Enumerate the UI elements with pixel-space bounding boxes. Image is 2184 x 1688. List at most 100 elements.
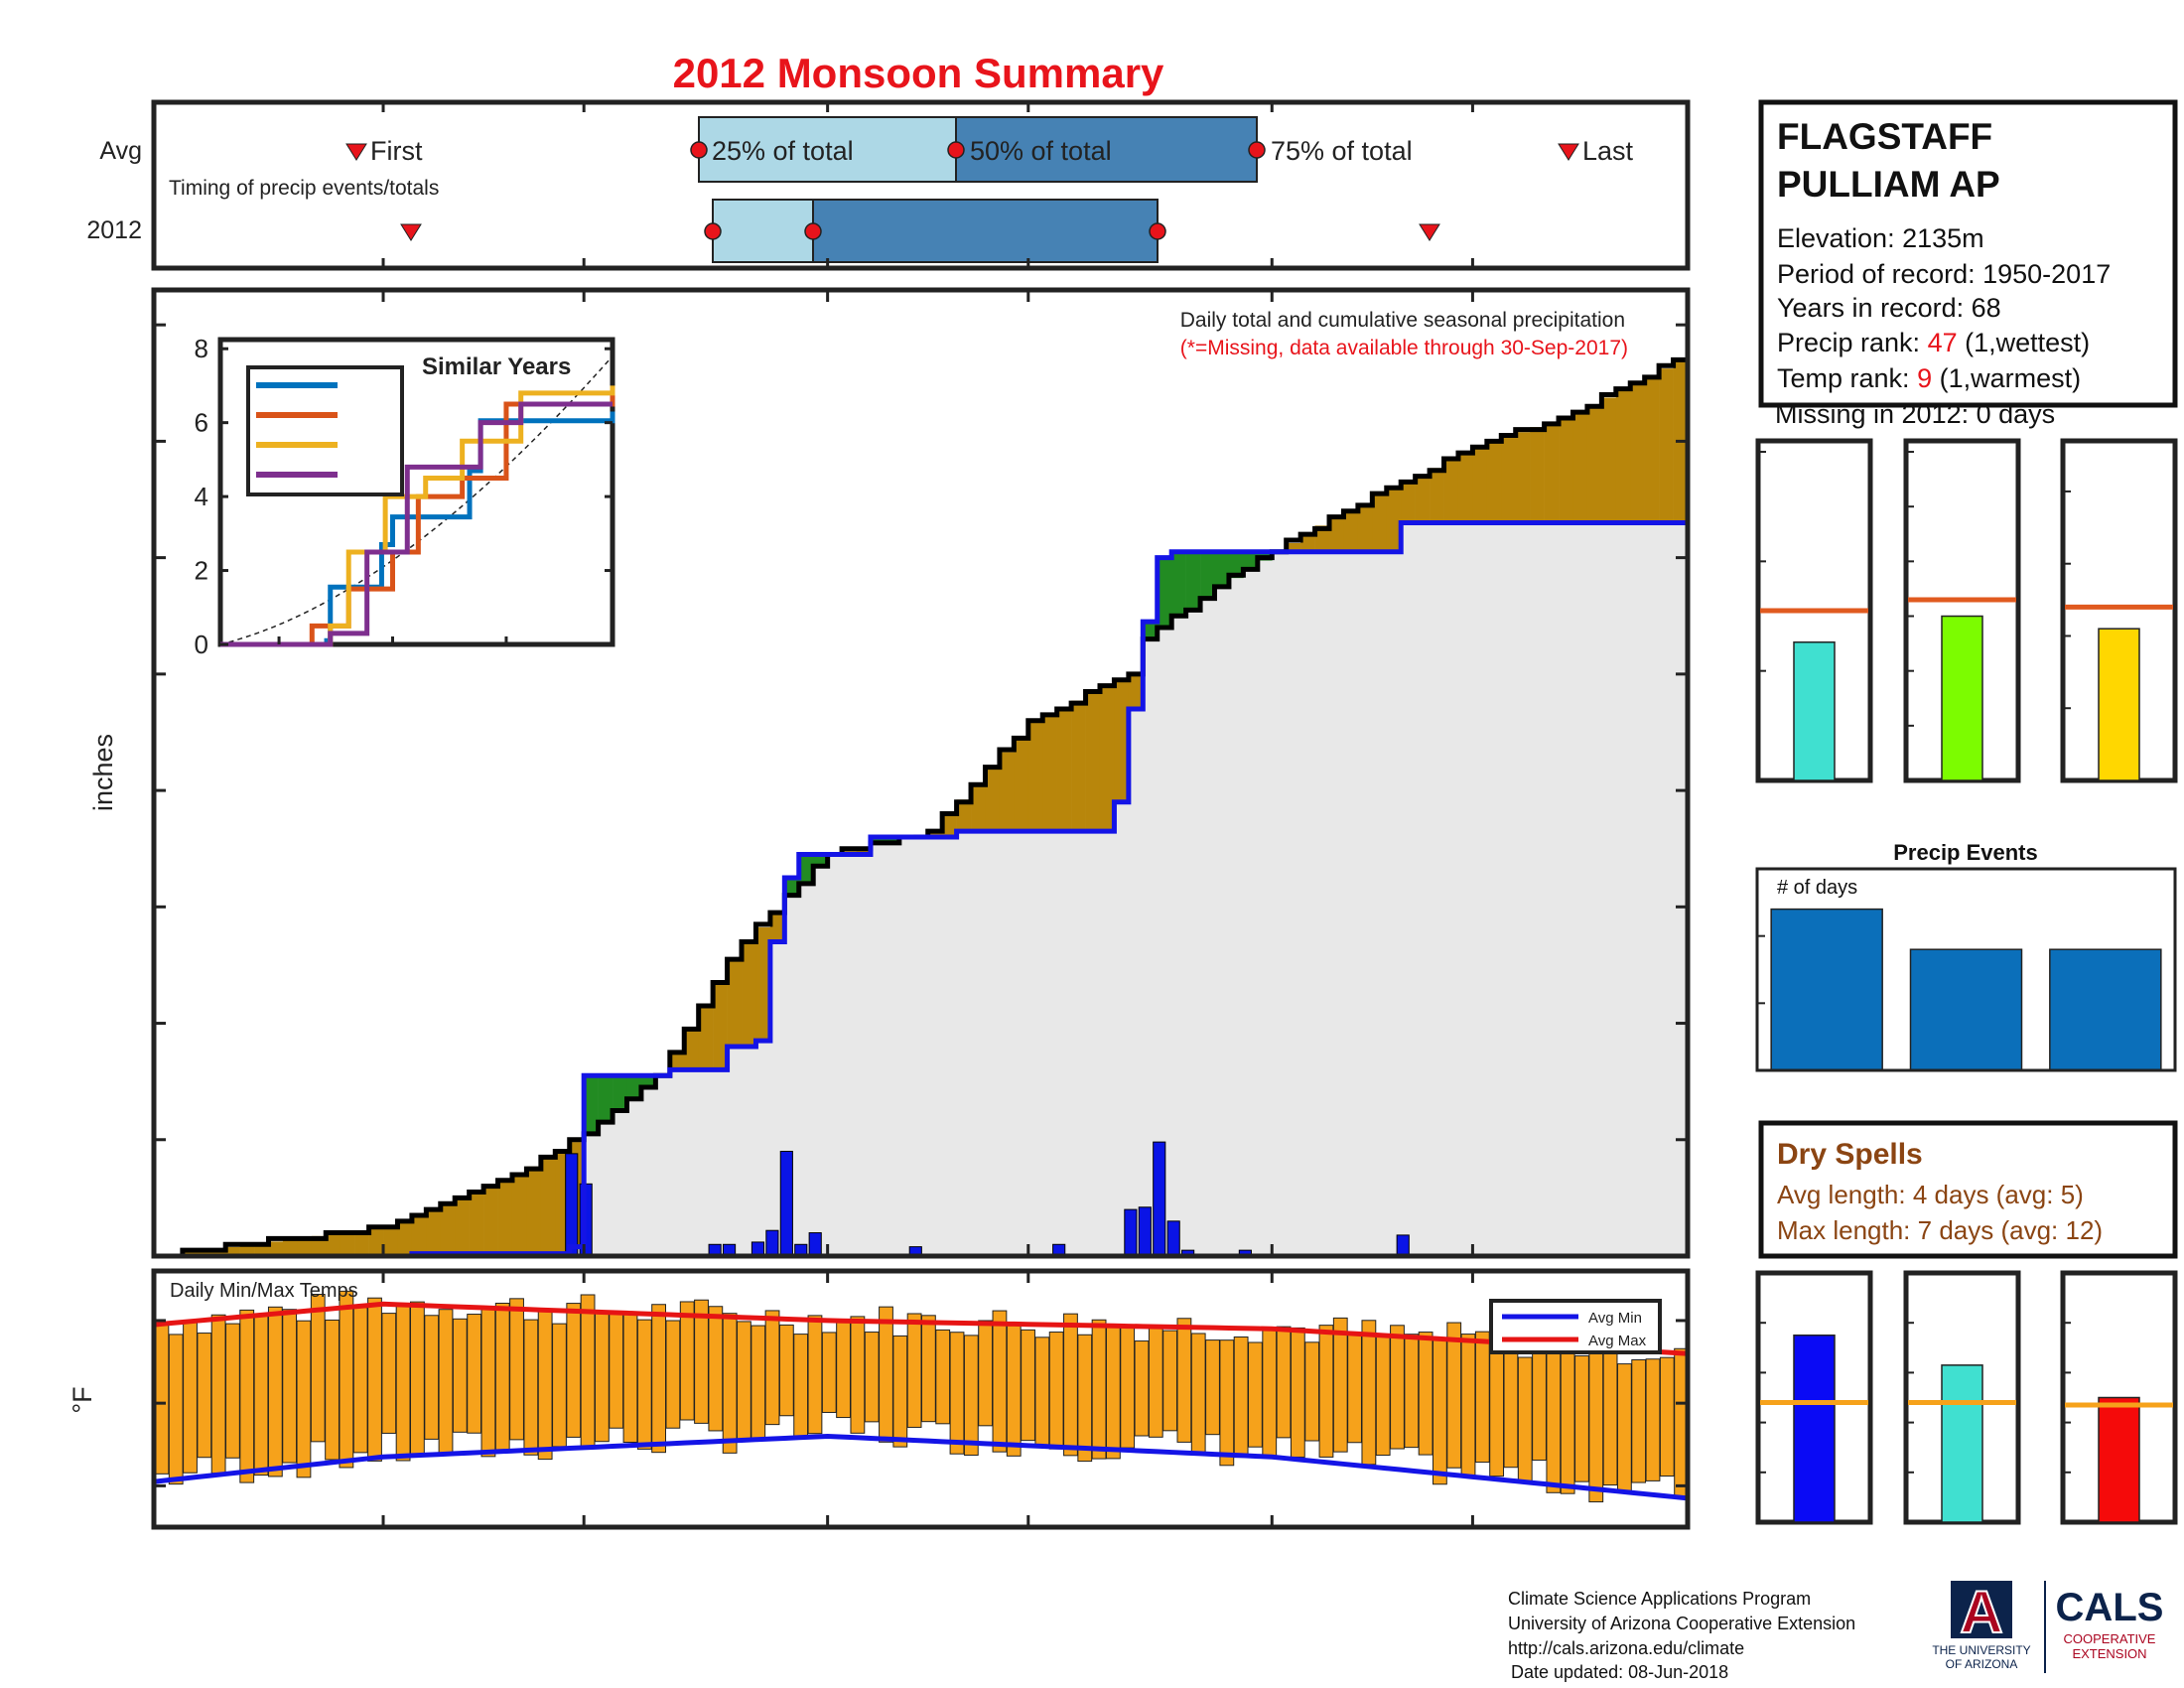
daily-temp-bar — [381, 1313, 397, 1434]
surplus-fill — [584, 1075, 599, 1134]
inset-y-tick-label: 4 — [195, 482, 208, 511]
deficit-fill — [856, 847, 872, 855]
daily-temp-bar — [1276, 1326, 1292, 1439]
daily-temp-bar — [1332, 1317, 1348, 1453]
avg-first-marker — [345, 143, 367, 161]
daily-temp-bar — [1460, 1334, 1476, 1477]
year-p25-marker — [704, 222, 722, 240]
daily-precip-bar — [808, 1232, 822, 1257]
cals-logo: CALS COOPERATIVE EXTENSION — [2056, 1586, 2164, 1661]
daily-temp-bar — [594, 1312, 610, 1443]
deficit-fill — [354, 1230, 369, 1256]
daily-temp-bar — [310, 1294, 326, 1443]
deficit-fill — [1559, 417, 1573, 523]
footer-line2: University of Arizona Cooperative Extens… — [1508, 1614, 1855, 1633]
avg-p50-label: 50% of total — [970, 136, 1112, 166]
deficit-fill — [368, 1228, 384, 1256]
surplus-fill — [784, 878, 800, 896]
daily-temp-bar — [537, 1309, 553, 1461]
precip-rank-value: 47 — [1928, 328, 1958, 357]
timing-subtitle: Timing of precip events/totals — [169, 177, 439, 200]
inset-y-tick-label: 6 — [195, 408, 208, 438]
daily-temp-bar — [339, 1290, 354, 1469]
deficit-fill — [1085, 693, 1101, 832]
daily-precip-bar — [1153, 1141, 1166, 1257]
deficit-fill — [1056, 707, 1072, 832]
station-period: Period of record: 1950-2017 — [1777, 259, 2111, 289]
deficit-fill — [1014, 736, 1029, 832]
daily-temp-bar — [325, 1319, 340, 1461]
footer-credits: Climate Science Applications Program Uni… — [1508, 1589, 1855, 1682]
precip-event-bar — [2049, 948, 2162, 1071]
surplus-fill — [1143, 622, 1159, 639]
avg-min-line — [153, 1433, 1689, 1501]
daily-temp-bar — [1474, 1331, 1490, 1464]
deficit-fill — [1443, 461, 1459, 523]
daily-temp-bar — [1546, 1338, 1562, 1493]
daily-temp-bar — [1006, 1322, 1022, 1457]
daily-temp-bar — [438, 1309, 454, 1456]
deficit-fill — [1329, 516, 1344, 552]
daily-temp-bar — [764, 1310, 780, 1426]
daily-temp-bar — [949, 1332, 965, 1455]
daily-temp-bar — [253, 1313, 269, 1477]
daily-temp-bar — [1219, 1339, 1235, 1467]
deficit-fill — [1071, 700, 1086, 832]
deficit-fill — [942, 815, 957, 837]
timing-row-label-year: 2012 — [86, 216, 142, 244]
daily-temp-bar — [467, 1314, 482, 1434]
avg-box-25-50 — [698, 116, 957, 183]
daily-temp-bar — [352, 1307, 368, 1454]
deficit-fill — [1027, 720, 1043, 832]
deficit-fill — [197, 1250, 212, 1256]
deficit-fill — [469, 1192, 484, 1254]
daily-temp-bar — [1574, 1355, 1589, 1482]
surplus-fill — [798, 854, 814, 882]
daily-temp-bar — [225, 1323, 240, 1459]
deficit-fill — [540, 1158, 556, 1254]
daily-temp-bar — [566, 1303, 582, 1438]
inset-series-line-2005 — [220, 401, 613, 647]
daily-temp-bar — [1233, 1336, 1249, 1459]
daily-temp-bar — [1262, 1329, 1278, 1457]
precip-events-title: Precip Events — [1893, 840, 2038, 865]
legend-avg-min-label: Avg Min — [1588, 1310, 1642, 1327]
precip-events-panel: Precip Events # of days — [1755, 840, 2177, 1072]
daily-temp-bar — [1390, 1325, 1405, 1450]
cumulative-fills — [154, 353, 1689, 1256]
deficit-fill — [440, 1203, 456, 1254]
daily-precip-bar — [779, 1150, 793, 1257]
dry-spells-box: Dry Spells Avg length: 4 days (avg: 5) M… — [1758, 1120, 2178, 1259]
deficit-fill — [326, 1234, 341, 1256]
deficit-fill — [1372, 495, 1388, 552]
figure-title: 2012 Monsoon Summary — [673, 50, 1164, 96]
deficit-fill — [1415, 475, 1431, 523]
daily-temp-bar — [197, 1333, 212, 1459]
daily-temp-bar — [1063, 1313, 1078, 1457]
deficit-fill — [526, 1166, 542, 1254]
cals-logo-line2: EXTENSION — [2072, 1646, 2146, 1661]
daily-temp-bar — [1162, 1330, 1178, 1432]
daily-temp-bar — [1134, 1340, 1150, 1437]
station-name-line2: PULLIAM AP — [1777, 164, 2000, 205]
daily-temp-bar — [1602, 1332, 1618, 1486]
daily-temp-bar — [1347, 1333, 1362, 1444]
daily-temp-bar — [892, 1335, 908, 1448]
daily-temp-bar — [1418, 1332, 1433, 1456]
daily-temp-bar — [1588, 1352, 1604, 1503]
deficit-fill — [1357, 502, 1373, 552]
temperature-panel: °F Daily Min/Max Temps Avg Min Avg Max — [68, 1268, 1691, 1530]
daily-temp-bar — [494, 1302, 510, 1451]
daily-temp-bar — [509, 1298, 524, 1441]
stat-value-bar — [1941, 1364, 1983, 1523]
stat-panel-intensity — [2060, 438, 2178, 783]
ua-logo-line2: OF ARIZONA — [1946, 1657, 2018, 1671]
dry-spells-title: Dry Spells — [1777, 1138, 1923, 1171]
deficit-fill — [971, 783, 986, 832]
ua-logo-letter: A — [1960, 1579, 2002, 1645]
daily-temp-bar — [679, 1301, 695, 1421]
daily-temp-bar — [239, 1309, 255, 1483]
daily-temp-bar — [751, 1325, 766, 1439]
daily-temp-bar — [1560, 1338, 1575, 1494]
